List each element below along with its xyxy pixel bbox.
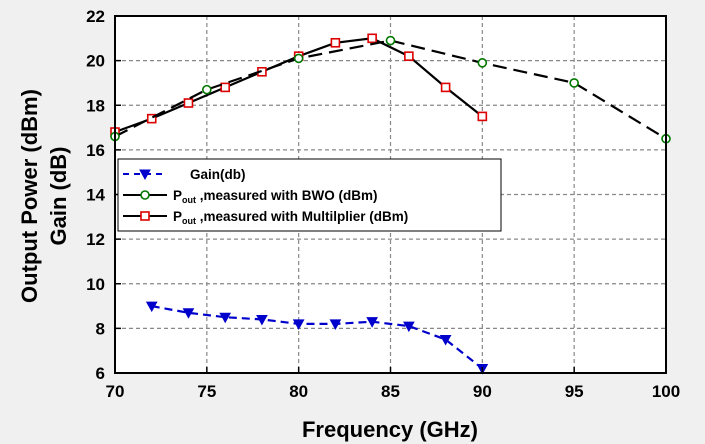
series-multiplier bbox=[110, 33, 488, 137]
gridlines bbox=[115, 16, 666, 373]
series-multiplier-point bbox=[183, 98, 194, 108]
series-bwo-point bbox=[385, 35, 396, 46]
x-tick-label: 90 bbox=[473, 382, 492, 401]
y-axis-title-line2: Gain (dB) bbox=[46, 147, 71, 246]
series-bwo-point bbox=[569, 78, 579, 88]
legend-label-bwo-prefix: P bbox=[173, 188, 182, 203]
y-tick-label: 8 bbox=[96, 319, 105, 338]
legend: Gain(db) Pout ,measured with BWO (dBm) P… bbox=[117, 158, 502, 232]
legend-label-multiplier-text: ,measured with Multilplier (dBm) bbox=[196, 209, 408, 224]
series-bwo-point bbox=[293, 53, 304, 64]
y-tick-label: 18 bbox=[86, 96, 105, 115]
series-bwo-point bbox=[202, 84, 212, 95]
series-gain-point bbox=[182, 308, 195, 319]
legend-box bbox=[117, 158, 502, 232]
tick-labels: 70 75 80 85 90 95 100 6 8 10 12 14 16 18 20 22 bbox=[86, 7, 680, 401]
y-axis-title-line1: Output Power (dBm) bbox=[17, 89, 42, 303]
series-gain-point bbox=[145, 301, 158, 313]
legend-marker-gain bbox=[139, 169, 151, 181]
plot-frame bbox=[114, 15, 667, 374]
legend-marker-multiplier bbox=[140, 211, 150, 221]
series-gain-point bbox=[256, 314, 268, 326]
series-gain-point bbox=[292, 319, 305, 330]
y-tick-label: 10 bbox=[86, 275, 105, 294]
legend-label-bwo: Pout ,measured with BWO (dBm) bbox=[173, 188, 378, 205]
legend-label-bwo-sub: out bbox=[182, 195, 196, 205]
x-tick-label: 75 bbox=[197, 382, 216, 401]
x-tick-label: 80 bbox=[289, 382, 308, 401]
legend-label-multiplier: Pout ,measured with Multilplier (dBm) bbox=[173, 209, 408, 226]
series-multiplier-point bbox=[404, 51, 414, 61]
series-gain bbox=[145, 301, 489, 375]
series-gain-point bbox=[366, 317, 378, 328]
legend-marker-bwo bbox=[140, 190, 150, 200]
x-tick-label: 95 bbox=[565, 382, 584, 401]
legend-label-multiplier-prefix: P bbox=[173, 209, 182, 224]
x-tick-label: 100 bbox=[652, 382, 680, 401]
y-tick-label: 14 bbox=[86, 186, 105, 205]
y-tick-label: 6 bbox=[96, 364, 105, 383]
x-tick-label: 85 bbox=[381, 382, 400, 401]
y-tick-label: 12 bbox=[86, 230, 105, 249]
series-gain-point bbox=[329, 319, 342, 330]
series-multiplier-point bbox=[367, 33, 377, 44]
x-tick-label: 70 bbox=[106, 382, 125, 401]
series-multiplier-point bbox=[477, 111, 488, 122]
series-gain-point bbox=[439, 335, 452, 346]
series-multiplier-point bbox=[330, 37, 341, 48]
legend-samples bbox=[123, 169, 167, 221]
y-tick-label: 20 bbox=[86, 52, 105, 71]
legend-label-gain: Gain(db) bbox=[190, 167, 246, 182]
series-gain-point bbox=[403, 321, 415, 333]
legend-label-bwo-text: ,measured with BWO (dBm) bbox=[196, 188, 378, 203]
series-multiplier-point bbox=[146, 113, 157, 124]
series-gain-point bbox=[219, 312, 232, 324]
series-multiplier-point bbox=[440, 82, 451, 93]
series-bwo-point bbox=[477, 58, 488, 68]
series-gain-line bbox=[151, 305, 483, 370]
y-tick-label: 16 bbox=[86, 141, 105, 160]
series-multiplier-point bbox=[220, 82, 230, 93]
y-tick-label: 22 bbox=[86, 7, 105, 26]
legend-label-multiplier-sub: out bbox=[182, 216, 196, 226]
x-axis-title: Frequency (GHz) bbox=[302, 417, 478, 442]
